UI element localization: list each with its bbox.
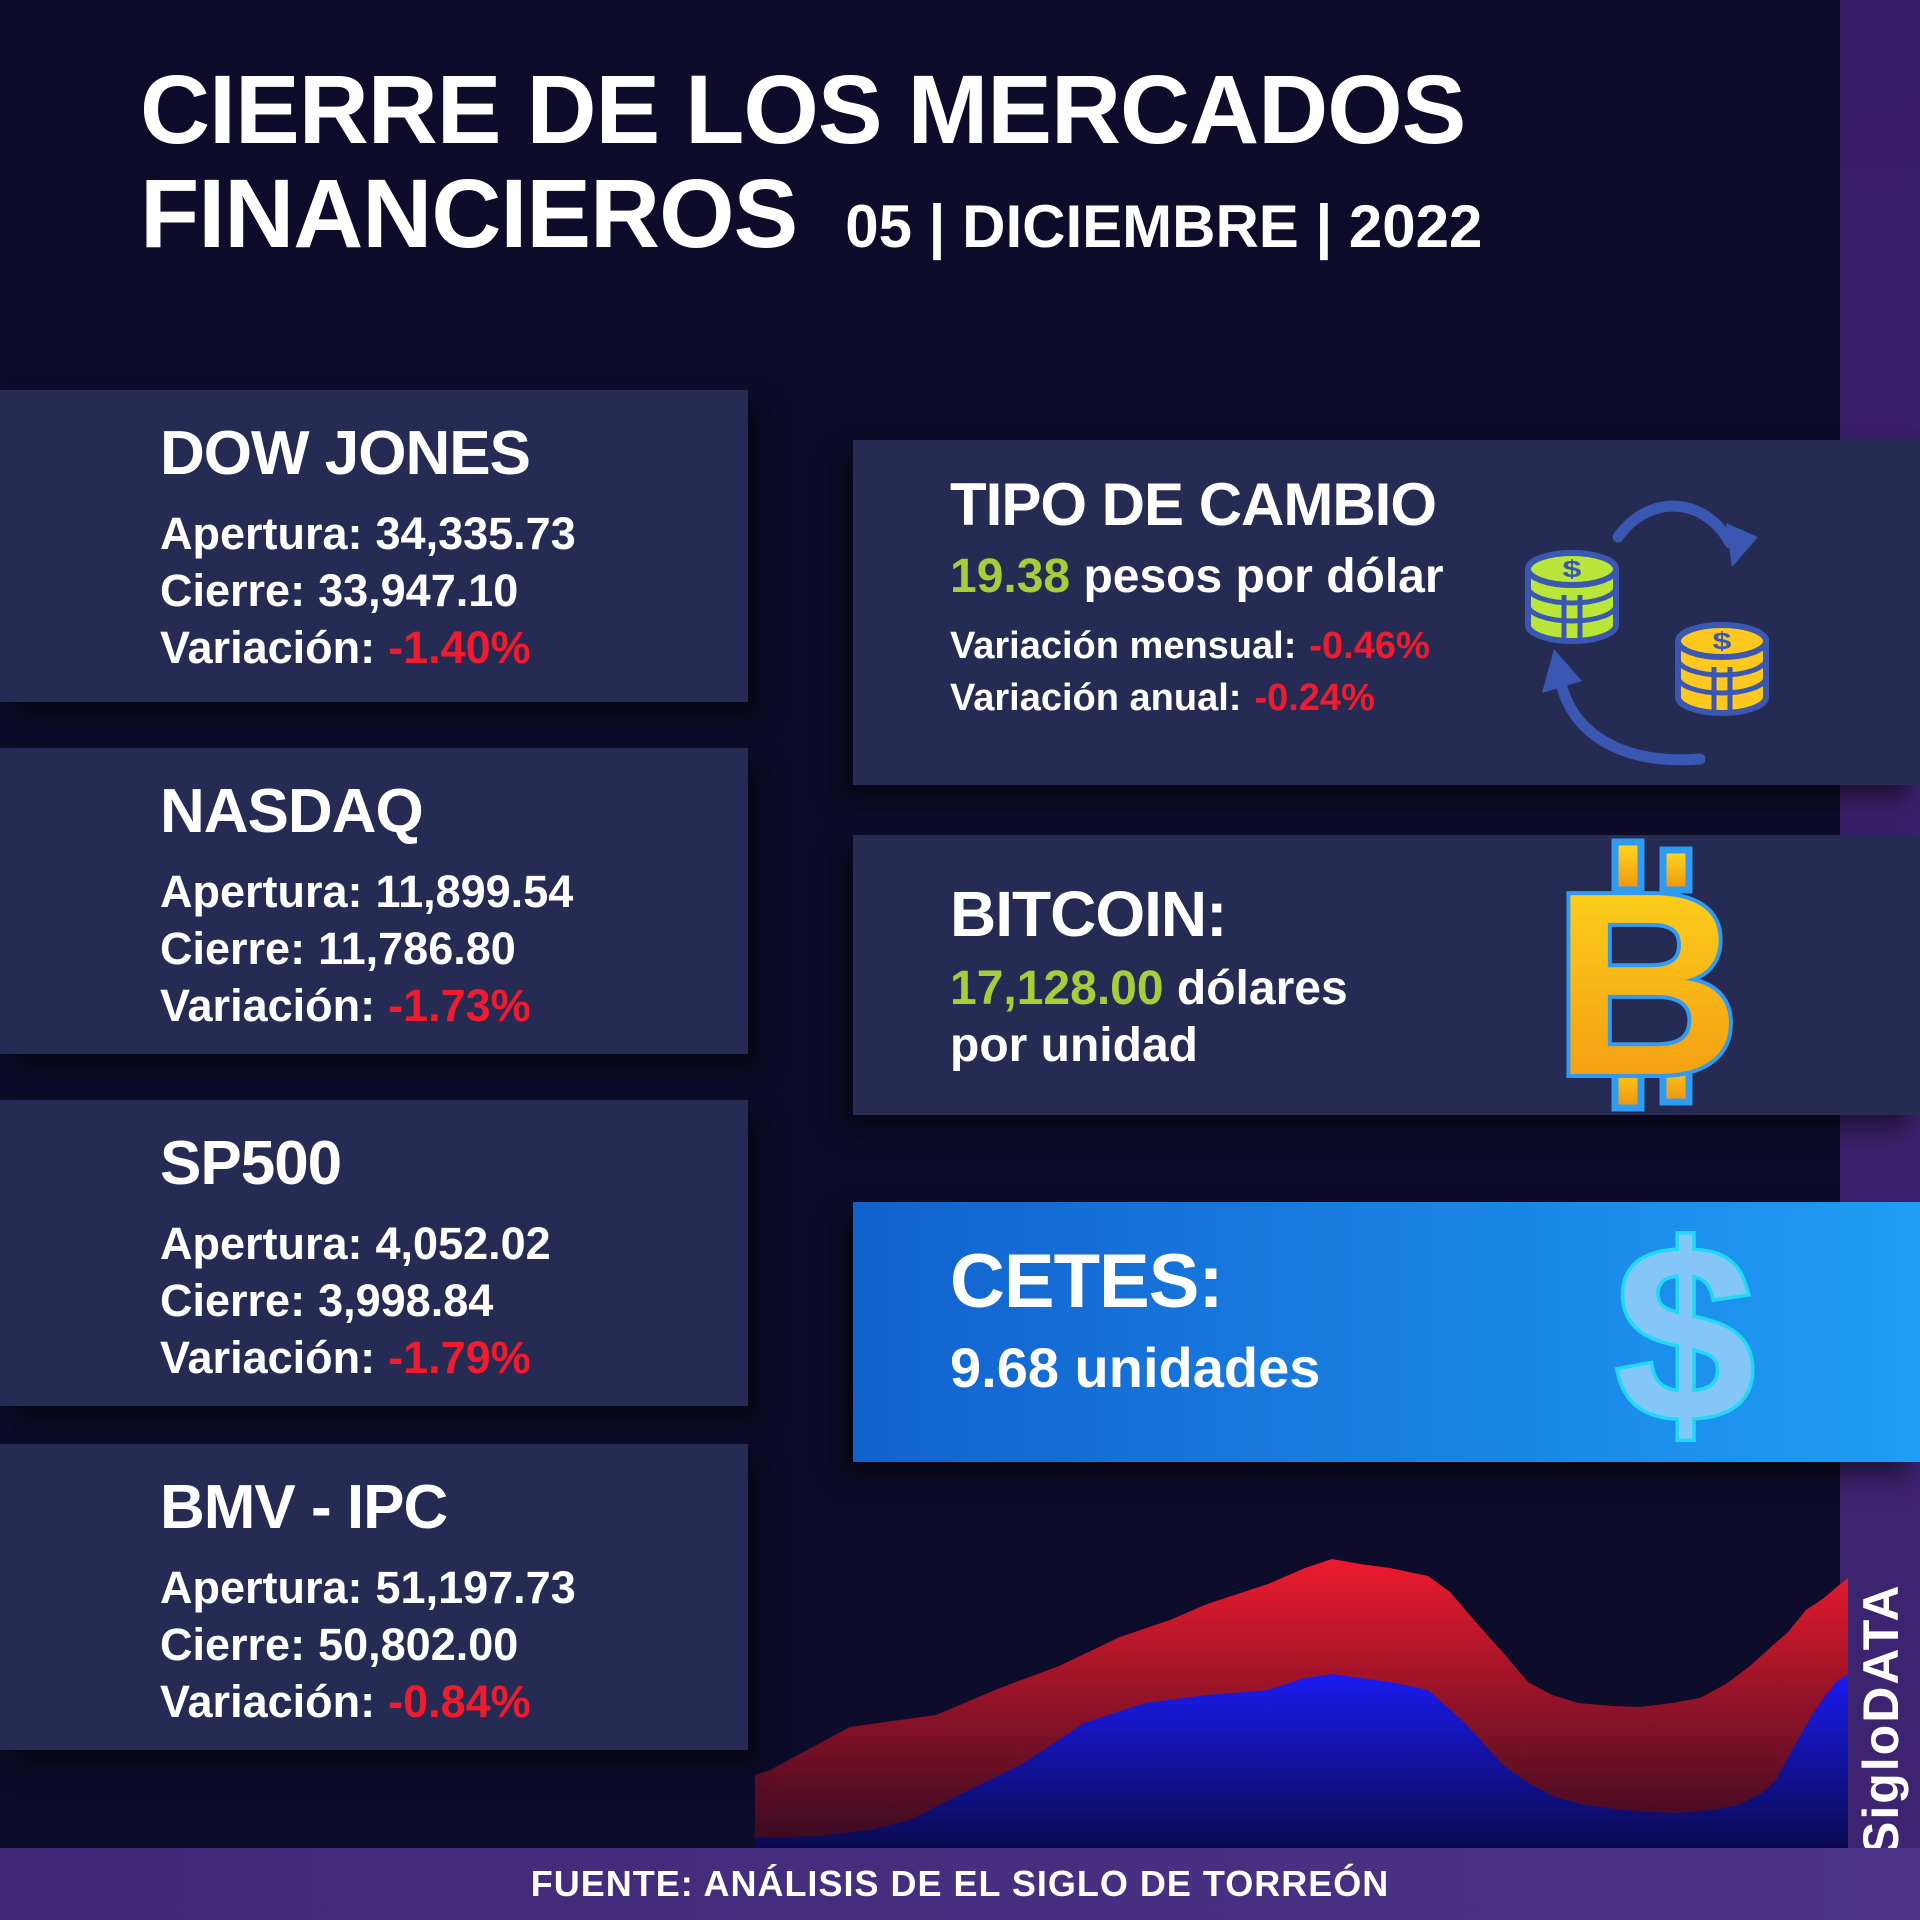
index-name: DOW JONES xyxy=(160,419,531,488)
exchange-annual-line: Variación anual: -0.24% xyxy=(950,677,1375,719)
apertura-line: Apertura: 34,335.73 xyxy=(160,508,576,559)
bitcoin-icon: B xyxy=(1549,836,1745,1134)
index-name: SP500 xyxy=(160,1129,342,1198)
currency-exchange-icon: $ $ xyxy=(1525,500,1769,766)
svg-text:$: $ xyxy=(1713,627,1733,654)
exchange-rate-line: 19.38 pesos por dólar xyxy=(950,550,1444,603)
apertura-line: Apertura: 11,899.54 xyxy=(160,866,574,917)
title-line1: CIERRE DE LOS MERCADOS xyxy=(140,55,1466,164)
index-name: BMV - IPC xyxy=(160,1473,448,1542)
siglodata-watermark: SigloDATA xyxy=(1853,1583,1909,1855)
blue-area-series xyxy=(755,1674,1848,1848)
svg-text:$: $ xyxy=(1563,555,1583,582)
bitcoin-price-line: 17,128.00 dólares xyxy=(950,962,1348,1015)
bitcoin-unit-line: por unidad xyxy=(950,1019,1198,1072)
panel-tipo-de-cambio: TIPO DE CAMBIO 19.38 pesos por dólar Var… xyxy=(853,440,1920,785)
panel-sp500: SP500 Apertura: 4,052.02 Cierre: 3,998.84 … xyxy=(0,1100,748,1406)
variacion-line: Variación: -1.40% xyxy=(160,622,531,673)
variacion-line: Variación: -0.84% xyxy=(160,1676,531,1727)
footer-bar: FUENTE: ANÁLISIS DE EL SIGLO DE TORREÓN xyxy=(0,1848,1920,1920)
bitcoin-title: BITCOIN: xyxy=(950,878,1227,950)
title-line2: FINANCIEROS xyxy=(140,159,798,268)
cierre-line: Cierre: 50,802.00 xyxy=(160,1619,519,1670)
index-name: NASDAQ xyxy=(160,777,424,846)
source-text: FUENTE: ANÁLISIS DE EL SIGLO DE TORREÓN xyxy=(530,1863,1390,1904)
exchange-arrow-top-icon xyxy=(1612,500,1736,549)
panel-cetes: CETES: 9.68 unidades xyxy=(853,1202,1920,1462)
cetes-title: CETES: xyxy=(950,1239,1224,1324)
svg-text:B: B xyxy=(1553,840,1741,1130)
title-date: 05 | DICIEMBRE | 2022 xyxy=(845,193,1483,260)
variacion-line: Variación: -1.73% xyxy=(160,980,531,1031)
page-title: CIERRE DE LOS MERCADOS FINANCIEROS 05 | … xyxy=(140,58,1482,266)
apertura-line: Apertura: 51,197.73 xyxy=(160,1562,576,1613)
dollar-sign-icon: $ xyxy=(1612,1191,1758,1477)
cierre-line: Cierre: 33,947.10 xyxy=(160,565,519,616)
cierre-line: Cierre: 11,786.80 xyxy=(160,923,516,974)
exchange-title: TIPO DE CAMBIO xyxy=(950,471,1437,538)
panel-nasdaq: NASDAQ Apertura: 11,899.54 Cierre: 11,786.… xyxy=(0,748,748,1054)
green-coin-stack-icon: $ xyxy=(1525,550,1619,644)
panel-dow-jones: DOW JONES Apertura: 34,335.73 Cierre: 33,9… xyxy=(0,390,748,702)
area-chart-decoration xyxy=(755,1559,1848,1848)
exchange-monthly-line: Variación mensual: -0.46% xyxy=(950,625,1430,667)
svg-text:$: $ xyxy=(1615,1194,1754,1473)
panel-bitcoin: BITCOIN: 17,128.00 dólares por unidad xyxy=(853,835,1920,1115)
exchange-arrow-bottom-icon xyxy=(1554,673,1706,766)
cierre-line: Cierre: 3,998.84 xyxy=(160,1275,494,1326)
apertura-line: Apertura: 4,052.02 xyxy=(160,1218,551,1269)
cetes-value: 9.68 unidades xyxy=(950,1336,1321,1399)
gold-coin-stack-icon: $ xyxy=(1675,622,1769,716)
variacion-line: Variación: -1.79% xyxy=(160,1332,531,1383)
panel-bmv-ipc: BMV - IPC Apertura: 51,197.73 Cierre: 50,8… xyxy=(0,1444,748,1750)
